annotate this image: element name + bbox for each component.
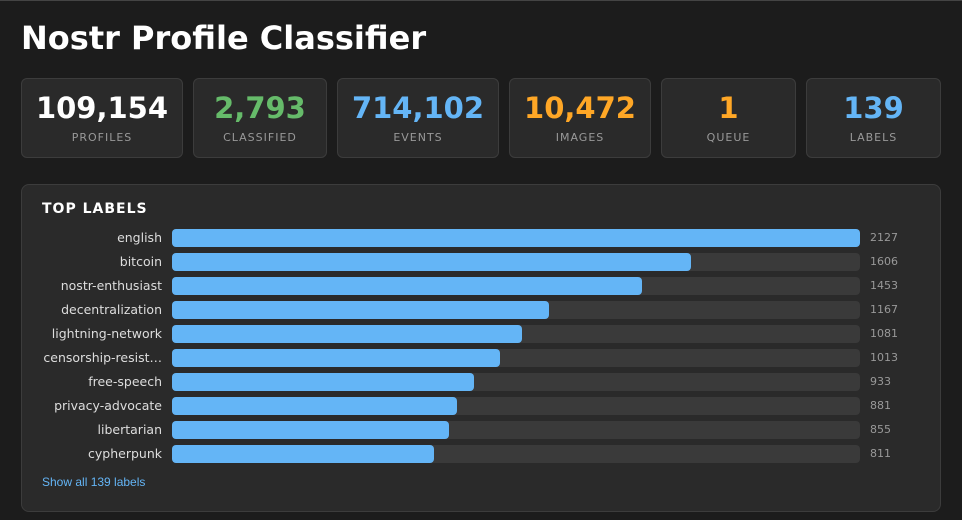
stat-card: 2,793 CLASSIFIED bbox=[193, 78, 327, 158]
bar bbox=[172, 229, 860, 247]
bar-track bbox=[172, 277, 860, 295]
stat-value: 109,154 bbox=[35, 91, 169, 125]
stat-label: EVENTS bbox=[393, 131, 443, 144]
stat-value: 2,793 bbox=[214, 91, 306, 125]
label-name: privacy-advocate bbox=[54, 398, 162, 413]
bar-count: 933 bbox=[870, 375, 891, 388]
bar bbox=[172, 373, 474, 391]
bar bbox=[172, 421, 449, 439]
top-labels-panel: TOP LABELS english 2127 bitcoin 1606 nostr-e… bbox=[21, 184, 941, 512]
bar bbox=[172, 397, 457, 415]
bar-track bbox=[172, 373, 860, 391]
bar-count: 1013 bbox=[870, 351, 898, 364]
bar-count: 1167 bbox=[870, 303, 898, 316]
stat-value: 139 bbox=[843, 91, 904, 125]
bar-track bbox=[172, 397, 860, 415]
show-all-link[interactable]: Show all 139 labels bbox=[42, 475, 146, 489]
stat-label: PROFILES bbox=[71, 131, 133, 144]
bar-track bbox=[172, 301, 860, 319]
bar-count: 2127 bbox=[870, 231, 898, 244]
panel-title: TOP LABELS bbox=[42, 201, 148, 217]
stats-row: 109,154 PROFILES 2,793 CLASSIFIED 714,102 EVE… bbox=[21, 78, 941, 158]
stat-label: IMAGES bbox=[555, 131, 605, 144]
bar-count: 1081 bbox=[870, 327, 898, 340]
stat-card: 139 LABELS bbox=[806, 78, 941, 158]
bar-count: 881 bbox=[870, 399, 891, 412]
label-name: english bbox=[117, 230, 162, 245]
stat-label: QUEUE bbox=[706, 131, 751, 144]
bar bbox=[172, 253, 692, 271]
bar-track bbox=[172, 349, 860, 367]
stat-label: LABELS bbox=[849, 131, 898, 144]
bar-count: 1606 bbox=[870, 255, 898, 268]
label-name: censorship-resist… bbox=[43, 350, 162, 365]
bar-count: 1453 bbox=[870, 279, 898, 292]
bar bbox=[172, 277, 642, 295]
bar-track bbox=[172, 253, 860, 271]
page-title: Nostr Profile Classifier bbox=[21, 19, 427, 57]
stat-label: CLASSIFIED bbox=[223, 131, 297, 144]
stat-card: 109,154 PROFILES bbox=[21, 78, 183, 158]
label-name: lightning-network bbox=[51, 326, 162, 341]
stat-value: 1 bbox=[718, 91, 739, 125]
bar bbox=[172, 445, 435, 463]
stat-value: 10,472 bbox=[524, 91, 636, 125]
label-name: decentralization bbox=[61, 302, 162, 317]
stat-card: 1 QUEUE bbox=[661, 78, 796, 158]
label-name: cypherpunk bbox=[88, 446, 162, 461]
bar bbox=[172, 349, 500, 367]
bar-track bbox=[172, 229, 860, 247]
bar-track bbox=[172, 421, 860, 439]
bar bbox=[172, 301, 550, 319]
stat-value: 714,102 bbox=[351, 91, 485, 125]
label-name: nostr-enthusiast bbox=[60, 278, 162, 293]
bar-count: 811 bbox=[870, 447, 891, 460]
label-name: bitcoin bbox=[119, 254, 162, 269]
bar-track bbox=[172, 325, 860, 343]
label-name: free-speech bbox=[88, 374, 162, 389]
stat-card: 714,102 EVENTS bbox=[337, 78, 499, 158]
bar-track bbox=[172, 445, 860, 463]
stat-card: 10,472 IMAGES bbox=[509, 78, 651, 158]
bar bbox=[172, 325, 522, 343]
bar-count: 855 bbox=[870, 423, 891, 436]
label-name: libertarian bbox=[97, 422, 162, 437]
